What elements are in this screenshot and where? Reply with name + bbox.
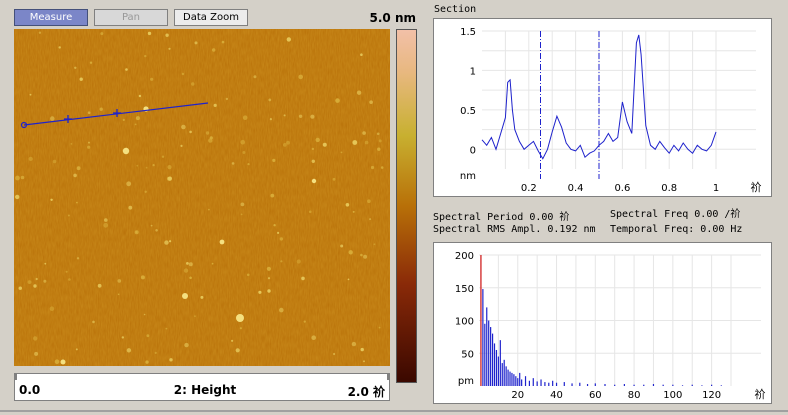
spectrum-y-tick-label: 50 — [461, 349, 474, 360]
section-y-tick-label: 1.5 — [460, 27, 476, 38]
section-panel: 0.2 0.4 0.6 0.8 1 1.5 1 0.5 0 nm 祄 — [433, 18, 772, 197]
spectrum-x-tick-label: 100 — [663, 390, 682, 401]
bottom-separator — [0, 410, 788, 412]
section-x-tick-label: 0.4 — [568, 183, 584, 194]
x-axis-ticks — [15, 374, 389, 380]
section-cursor-1-marker[interactable] — [64, 115, 72, 123]
spectrum-x-tick-label: 120 — [702, 390, 721, 401]
section-profile-chart[interactable]: 0.2 0.4 0.6 0.8 1 1.5 1 0.5 0 nm 祄 — [434, 19, 771, 196]
spectrum-x-tick-label: 40 — [550, 390, 563, 401]
section-x-tick-label: 1 — [713, 183, 719, 194]
spectral-freq-readout: Spectral Freq 0.00 /祄 — [610, 209, 741, 220]
section-y-tick-label: 0 — [470, 145, 476, 156]
section-x-tick-label: 0.2 — [521, 183, 537, 194]
spectrum-x-tick-label: 20 — [511, 390, 524, 401]
section-line-start-handle[interactable] — [20, 121, 28, 129]
spectrum-x-tick-label: 60 — [589, 390, 602, 401]
section-x-tick-label: 0.8 — [661, 183, 677, 194]
spectral-period-readout: Spectral Period 0.00 祄 — [433, 212, 570, 223]
section-y-tick-label: 1 — [470, 66, 476, 77]
measure-button[interactable]: Measure — [14, 9, 88, 26]
afm-height-image[interactable] — [14, 29, 390, 366]
spectrum-y-tick-label: 150 — [455, 284, 474, 295]
scale-max-label: 5.0 nm — [369, 11, 416, 25]
pan-button[interactable]: Pan — [94, 9, 168, 26]
x-max-label: 2.0 祄 — [347, 385, 385, 399]
section-title: Section — [434, 4, 477, 15]
section-profile-line — [481, 34, 717, 160]
spectrum-y-unit-label: pm — [458, 376, 474, 387]
section-y-tick-label: 0.5 — [460, 106, 476, 117]
color-scale-bar — [396, 29, 417, 383]
section-x-tick-label: 0.6 — [614, 183, 630, 194]
section-line[interactable] — [23, 102, 209, 126]
spectrum-x-unit-label: 祄 — [755, 387, 766, 401]
spectrum-panel: 20 40 60 80 100 120 200 150 100 50 pm 祄 — [433, 242, 772, 404]
spectrum-x-tick-label: 80 — [628, 390, 641, 401]
section-x-unit-label: 祄 — [751, 180, 762, 194]
spectrum-y-tick-label: 200 — [455, 251, 474, 262]
section-cursor-2-marker[interactable] — [113, 109, 121, 117]
temporal-freq-readout: Temporal Freq: 0.00 Hz — [610, 224, 743, 235]
power-spectrum-chart[interactable]: 20 40 60 80 100 120 200 150 100 50 pm 祄 — [434, 243, 771, 403]
x-min-label: 0.0 — [19, 383, 41, 397]
spectral-rms-readout: Spectral RMS Ampl. 0.192 nm — [433, 224, 596, 235]
channel-label: 2: Height — [173, 383, 237, 397]
spectrum-y-tick-label: 100 — [455, 317, 474, 328]
surface-particles — [15, 31, 384, 365]
image-texture — [14, 29, 390, 366]
data-zoom-button[interactable]: Data Zoom — [174, 9, 248, 26]
section-y-unit-label: nm — [460, 171, 476, 182]
image-footer: 0.0 2: Height 2.0 祄 — [14, 373, 390, 401]
